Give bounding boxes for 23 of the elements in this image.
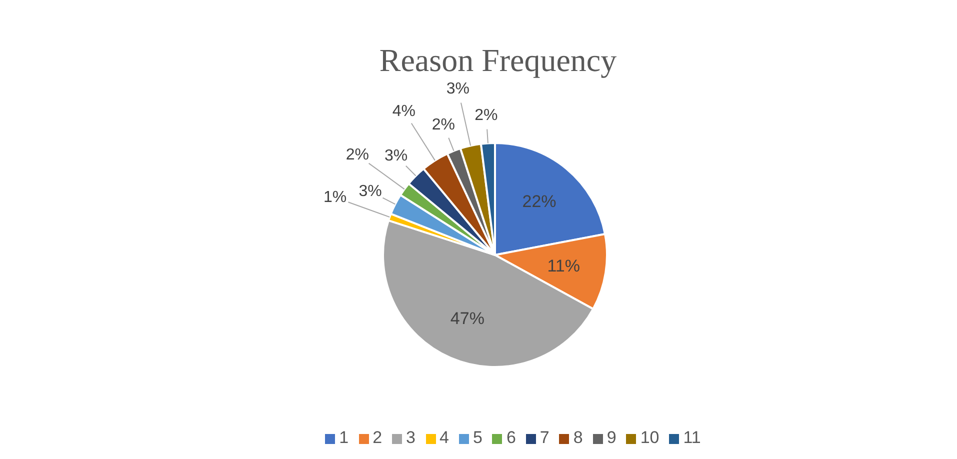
data-label: 4%	[392, 102, 416, 120]
legend-label: 9	[606, 428, 616, 447]
legend-label: 3	[406, 428, 416, 447]
data-label: 22%	[522, 192, 556, 211]
data-label: 2%	[432, 116, 456, 134]
data-label: 2%	[474, 106, 498, 124]
legend-label: 6	[506, 428, 516, 447]
data-label: 3%	[358, 182, 382, 200]
data-label: 3%	[446, 80, 470, 98]
legend-label: 7	[540, 428, 550, 447]
legend-label: 4	[440, 428, 449, 447]
data-label: 3%	[384, 148, 408, 165]
data-label: 1%	[323, 188, 347, 206]
legend-label: 10	[640, 428, 660, 447]
legend-label: 2	[372, 428, 382, 447]
chart-title: Reason Frequency	[378, 42, 618, 79]
data-label: 47%	[450, 309, 484, 328]
data-label: 11%	[547, 256, 580, 276]
legend-label: 11	[683, 428, 701, 447]
legend-label: 1	[339, 428, 349, 447]
data-label: 2%	[346, 146, 370, 164]
legend-label: 8	[573, 428, 583, 447]
legend-label: 5	[472, 428, 482, 447]
